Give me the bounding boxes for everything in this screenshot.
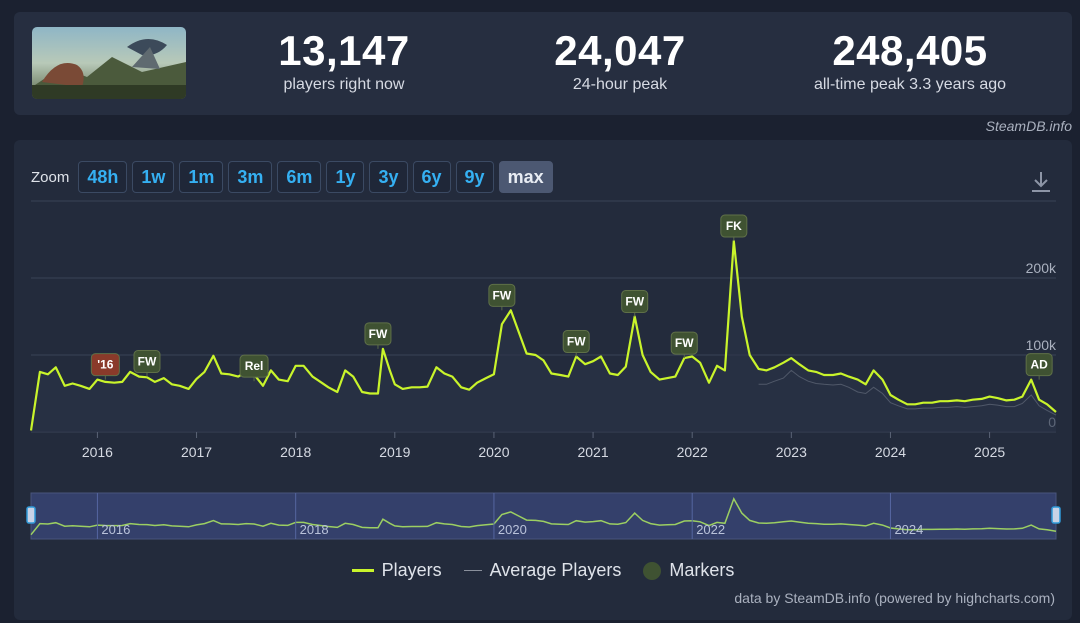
navigator[interactable]: 2016 2018 2020 2022 2024 bbox=[26, 492, 1061, 540]
marker-flag[interactable]: FW bbox=[364, 322, 392, 349]
marker-badge bbox=[133, 350, 161, 374]
chart-markers[interactable]: '16 FW Rel FW FW FW FW FW FK AD bbox=[90, 214, 1053, 382]
zoom-6y-button[interactable]: 6y bbox=[412, 161, 451, 193]
steamdb-credit[interactable]: SteamDB.info bbox=[985, 118, 1072, 134]
marker-label: FW bbox=[138, 355, 157, 369]
y-tick-label: 100k bbox=[1026, 337, 1057, 353]
zoom-48h-button[interactable]: 48h bbox=[78, 161, 128, 193]
header-panel: 13,147 players right now 24,047 24-hour … bbox=[14, 12, 1072, 115]
marker-label: '16 bbox=[97, 358, 114, 372]
legend-average[interactable]: Average Players bbox=[463, 560, 622, 581]
all-time-peak-value: 248,405 bbox=[832, 27, 988, 74]
x-tick-label: 2021 bbox=[577, 444, 608, 460]
navigator-label: 2018 bbox=[300, 522, 329, 537]
zoom-label: Zoom bbox=[31, 168, 70, 186]
x-tick-label: 2018 bbox=[280, 444, 311, 460]
x-tick-label: 2020 bbox=[478, 444, 509, 460]
marker-flag[interactable]: '16 bbox=[90, 353, 120, 380]
zoom-max-button[interactable]: max bbox=[498, 161, 553, 193]
players-series[interactable] bbox=[29, 239, 1057, 432]
navigator-label: 2024 bbox=[894, 522, 923, 537]
x-tick-label: 2024 bbox=[875, 444, 906, 460]
zoom-9y-button[interactable]: 9y bbox=[455, 161, 494, 193]
zoom-1y-button[interactable]: 1y bbox=[326, 161, 365, 193]
marker-label: AD bbox=[1030, 358, 1048, 372]
chart-panel: Zoom 48h 1w 1m 3m 6m 1y 3y 6y 9y max 010… bbox=[14, 140, 1072, 620]
x-tick-label: 2016 bbox=[82, 444, 113, 460]
x-tick-label: 2017 bbox=[181, 444, 212, 460]
game-thumbnail[interactable] bbox=[32, 27, 186, 99]
marker-flag[interactable]: FW bbox=[488, 283, 516, 311]
game-artwork bbox=[32, 27, 186, 99]
marker-badge bbox=[720, 214, 748, 238]
legend-average-label: Average Players bbox=[489, 560, 622, 580]
navigator-range[interactable] bbox=[30, 492, 1057, 540]
players-area bbox=[31, 241, 1056, 432]
all-time-peak-label: all-time peak 3.3 years ago bbox=[813, 76, 1007, 93]
x-tick-label: 2023 bbox=[776, 444, 807, 460]
marker-badge bbox=[621, 290, 649, 313]
marker-badge bbox=[562, 330, 590, 354]
navigator-label: 2020 bbox=[498, 522, 527, 537]
marker-badge bbox=[364, 322, 392, 346]
x-tick-label: 2019 bbox=[379, 444, 410, 460]
legend-markers-label: Markers bbox=[669, 560, 735, 580]
marker-flag[interactable]: Rel bbox=[239, 354, 269, 382]
24h-peak-value: 24,047 bbox=[554, 27, 686, 74]
download-icon[interactable] bbox=[1030, 170, 1052, 194]
24h-peak-label: 24-hour peak bbox=[572, 76, 668, 93]
marker-badge bbox=[1025, 353, 1053, 377]
zoom-bar: Zoom 48h 1w 1m 3m 6m 1y 3y 6y 9y max bbox=[31, 161, 553, 193]
marker-flag[interactable]: FW bbox=[670, 331, 698, 359]
marker-badge bbox=[239, 354, 269, 378]
legend-players[interactable]: Players bbox=[351, 560, 442, 581]
legend-markers[interactable]: Markers bbox=[643, 560, 734, 581]
navigator-line bbox=[30, 497, 1057, 536]
player-chart[interactable]: 0100k200k 201620172018201920202021202220… bbox=[14, 140, 1072, 550]
x-tick-label: 2022 bbox=[677, 444, 708, 460]
zoom-1w-button[interactable]: 1w bbox=[132, 161, 175, 193]
marker-flag[interactable]: FW bbox=[621, 290, 649, 317]
24h-peak-stat: 24,047 24-hour peak bbox=[470, 12, 770, 94]
zoom-6m-button[interactable]: 6m bbox=[277, 161, 322, 193]
zoom-1m-button[interactable]: 1m bbox=[179, 161, 224, 193]
marker-flag[interactable]: FW bbox=[133, 350, 161, 377]
current-players-label: players right now bbox=[283, 76, 405, 93]
marker-label: FW bbox=[675, 336, 694, 350]
marker-badge bbox=[90, 353, 120, 377]
current-players-value: 13,147 bbox=[278, 27, 410, 74]
marker-label: Rel bbox=[245, 359, 264, 373]
navigator-label: 2016 bbox=[101, 522, 130, 537]
y-tick-label: 200k bbox=[1026, 260, 1057, 276]
marker-flag[interactable]: FW bbox=[562, 330, 590, 357]
x-tick-label: 2025 bbox=[974, 444, 1005, 460]
marker-badge bbox=[670, 331, 698, 355]
chart-footer[interactable]: data by SteamDB.info (powered by highcha… bbox=[734, 590, 1055, 606]
marker-flag[interactable]: FK bbox=[720, 214, 748, 242]
marker-label: FW bbox=[369, 327, 388, 341]
marker-label: FK bbox=[726, 219, 742, 233]
navigator-label: 2022 bbox=[696, 522, 725, 537]
marker-label: FW bbox=[625, 295, 644, 309]
navigator-handle[interactable] bbox=[1051, 506, 1061, 524]
chart-legend: Players Average Players Markers bbox=[14, 560, 1072, 581]
marker-label: FW bbox=[567, 335, 586, 349]
marker-label: FW bbox=[493, 288, 512, 302]
zoom-3y-button[interactable]: 3y bbox=[369, 161, 408, 193]
marker-flag[interactable]: AD bbox=[1025, 353, 1053, 380]
current-players-stat: 13,147 players right now bbox=[194, 12, 494, 94]
x-axis: 2016 2017 2018 2019 2020 2021 2022 2023 2024 2025 bbox=[82, 432, 1005, 460]
legend-players-label: Players bbox=[381, 560, 442, 580]
players-line[interactable] bbox=[29, 239, 1057, 431]
marker-badge bbox=[488, 283, 516, 307]
zoom-3m-button[interactable]: 3m bbox=[228, 161, 273, 193]
navigator-handle[interactable] bbox=[26, 506, 36, 524]
all-time-peak-stat: 248,405 all-time peak 3.3 years ago bbox=[760, 12, 1060, 94]
